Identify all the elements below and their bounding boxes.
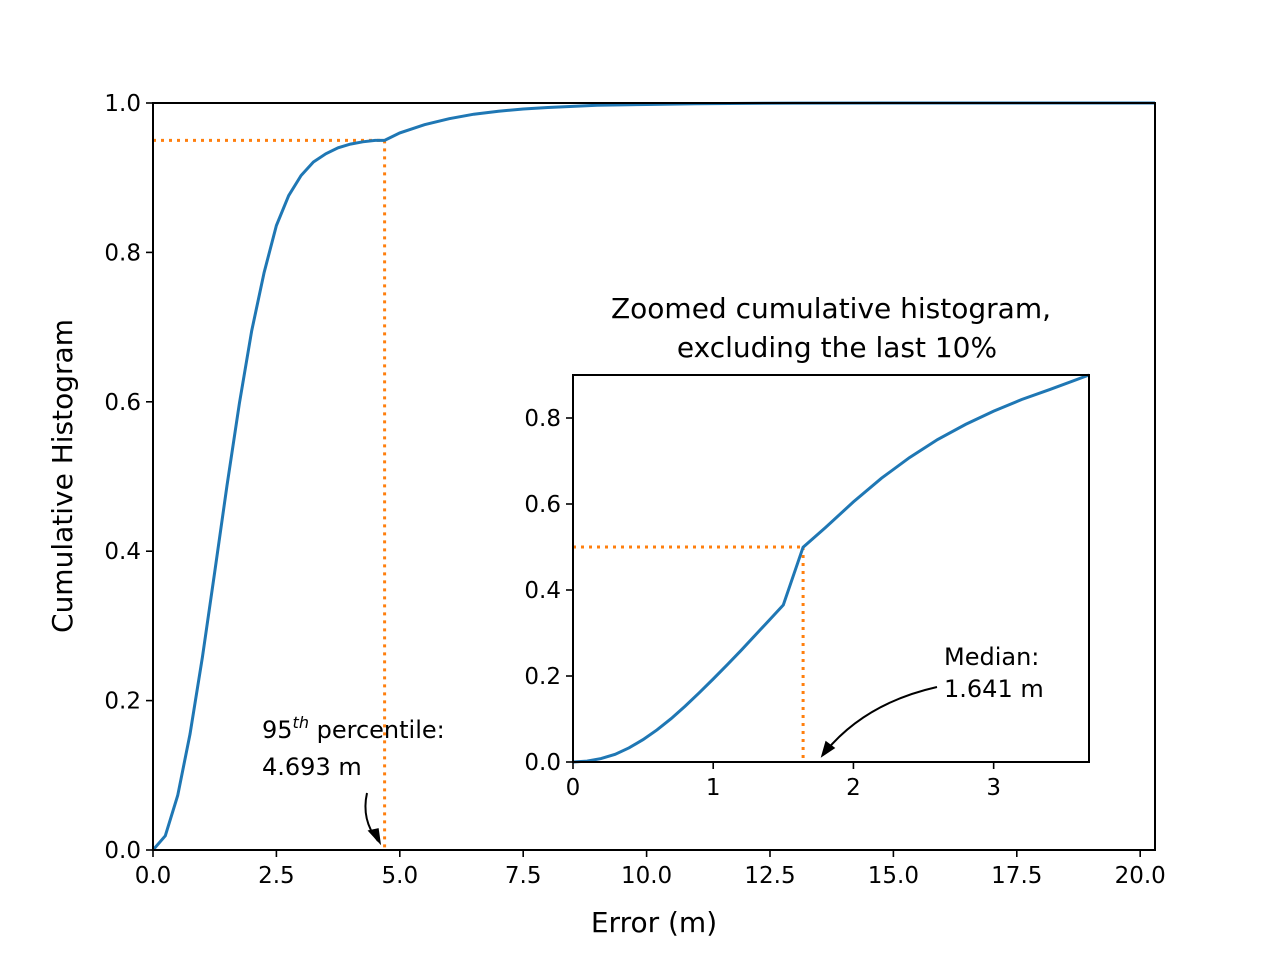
main-x-tick-label: 0.0 [135, 863, 172, 889]
main-x-tick-label: 7.5 [505, 863, 542, 889]
main-y-tick-label: 1.0 [104, 91, 141, 117]
main-x-tick-label: 20.0 [1115, 863, 1166, 889]
main-x-tick-label: 10.0 [621, 863, 672, 889]
inset-x-tick-label: 3 [986, 775, 1001, 801]
percentile-annotation-line1: 95th percentile: [262, 713, 445, 744]
main-y-tick-label: 0.8 [104, 240, 141, 266]
inset-y-tick-label: 0.0 [524, 750, 561, 776]
percentile-arrowhead [367, 828, 382, 846]
main-x-tick-label: 5.0 [382, 863, 419, 889]
main-x-axis-label: Error (m) [591, 906, 717, 939]
main-x-tick-label: 15.0 [868, 863, 919, 889]
main-x-ticks: 0.0 2.5 5.0 7.5 10.0 12.5 15.0 17.5 20.0 [135, 850, 1166, 889]
inset-cumulative-curve [572, 373, 1090, 764]
inset-y-tick-label: 0.2 [524, 664, 561, 690]
inset-y-tick-label: 0.6 [524, 492, 561, 518]
median-annotation-line1: Median: [944, 643, 1039, 671]
inset-y-tick-label: 0.4 [524, 578, 561, 604]
inset-x-tick-label: 0 [566, 775, 581, 801]
main-y-tick-label: 0.6 [104, 390, 141, 416]
inset-x-ticks: 0 1 2 3 [566, 762, 1001, 801]
main-x-tick-label: 17.5 [991, 863, 1042, 889]
median-arrowhead [820, 740, 836, 758]
main-y-axis-label: Cumulative Histogram [46, 319, 79, 633]
inset-x-tick-label: 1 [706, 775, 721, 801]
main-plot-frame [152, 102, 1156, 851]
main-axes: 0.0 2.5 5.0 7.5 10.0 12.5 15.0 17.5 20.0 0.00.20… [46, 91, 1166, 939]
percentile-annotation-line2: 4.693 m [262, 753, 362, 781]
inset-title-line1: Zoomed cumulative histogram, [611, 292, 1051, 325]
main-y-tick-label: 0.0 [104, 838, 141, 864]
inset-title-line2: excluding the last 10% [677, 331, 997, 364]
main-x-tick-label: 2.5 [258, 863, 295, 889]
inset-axes: 0 1 2 3 0.0 0.2 0.4 0.6 0.8 Zoomed cumulative h… [524, 292, 1090, 801]
main-y-tick-label: 0.4 [104, 539, 141, 565]
inset-x-tick-label: 2 [846, 775, 861, 801]
inset-background [573, 375, 1089, 762]
inset-y-ticks: 0.0 0.2 0.4 0.6 0.8 [524, 406, 573, 776]
main-y-ticks: 0.0 0.2 0.4 0.6 0.8 1.0 [104, 91, 153, 864]
median-arrow [825, 686, 938, 752]
main-cumulative-curve [151, 101, 1155, 851]
inset-plot-frame [572, 374, 1090, 763]
main-y-tick-label: 0.2 [104, 689, 141, 715]
median-annotation-line2: 1.641 m [944, 675, 1044, 703]
main-x-tick-label: 12.5 [744, 863, 795, 889]
inset-y-tick-label: 0.8 [524, 406, 561, 432]
